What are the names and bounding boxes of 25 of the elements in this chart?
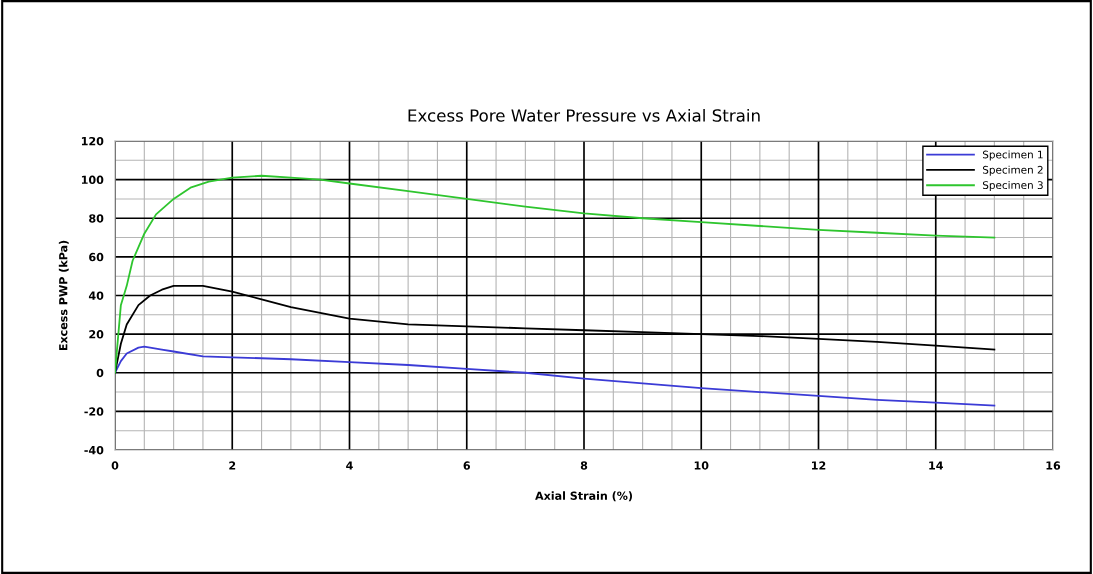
x-axis-title: Axial Strain (%)	[535, 491, 632, 502]
chart-title: Excess Pore Water Pressure vs Axial Strain	[408, 108, 760, 122]
y-tick-label: 120	[81, 136, 104, 146]
y-tick-label: 0	[96, 368, 104, 378]
x-tick-label: 6	[463, 461, 471, 470]
y-tick-label: -20	[84, 407, 104, 416]
x-tick-label: 4	[346, 461, 353, 470]
x-tick-label: 16	[1046, 461, 1061, 470]
x-tick-label: 8	[580, 461, 588, 470]
y-tick-label: -40	[84, 445, 104, 455]
y-tick-label: 100	[81, 175, 104, 184]
y-tick-label: 80	[89, 214, 104, 223]
legend-label: Specimen 1	[982, 150, 1043, 161]
y-tick-label: 20	[89, 330, 104, 339]
x-tick-label: 14	[929, 461, 943, 470]
legend-label: Specimen 2	[982, 165, 1043, 176]
legend-label: Specimen 3	[982, 180, 1043, 192]
x-tick-label: 10	[694, 461, 709, 470]
x-tick-label: 0	[111, 461, 119, 470]
x-tick-label: 2	[229, 461, 236, 470]
x-tick-label: 12	[812, 461, 826, 470]
y-tick-label: 60	[89, 252, 104, 262]
line-series	[115, 345, 996, 407]
y-tick-label: 40	[88, 291, 104, 300]
y-axis-title: Excess PWP (kPa)	[58, 240, 69, 351]
